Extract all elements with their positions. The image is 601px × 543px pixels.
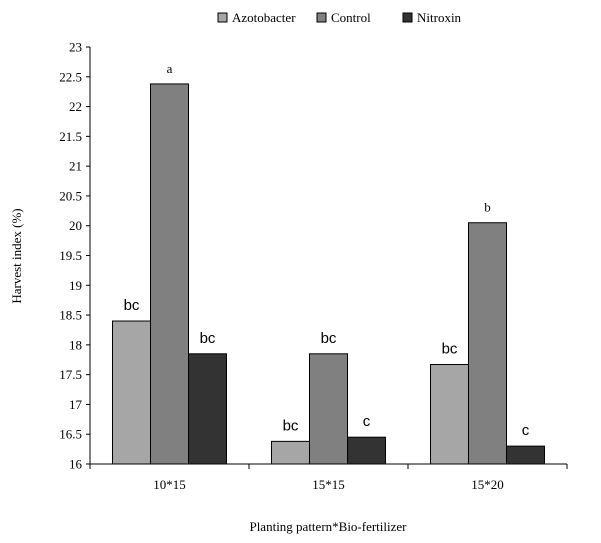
bar [271, 440, 310, 465]
y-tick-label: 17 [69, 397, 83, 412]
bar-significance-label: bc [124, 297, 140, 314]
bar [430, 364, 469, 465]
legend-swatch [316, 12, 327, 23]
bar-significance-label: c [363, 413, 371, 430]
legend-label: Control [331, 10, 371, 25]
bar-significance-label: bc [200, 330, 216, 347]
bar [150, 83, 189, 465]
legend-label: Nitroxin [417, 10, 462, 25]
bar [112, 320, 151, 465]
y-tick-label: 21 [69, 159, 82, 174]
bar-significance-label: c [522, 422, 530, 439]
bar [506, 445, 545, 465]
y-axis-title: Harvest index (%) [9, 208, 24, 303]
bar-significance-label: bc [321, 330, 337, 347]
legend-label: Azotobacter [232, 10, 296, 25]
x-axis-title: Planting pattern*Bio-fertilizer [249, 519, 407, 534]
x-tick-label: 15*20 [471, 477, 504, 492]
bar-significance-label: a [167, 61, 173, 76]
y-tick-label: 21.5 [59, 129, 82, 144]
legend-item: Nitroxin [402, 10, 462, 25]
legend-item: Azotobacter [217, 10, 296, 25]
bar [468, 222, 507, 465]
y-tick-label: 16.5 [59, 427, 82, 442]
bar-significance-label: b [484, 200, 491, 215]
y-tick-label: 23 [69, 40, 82, 55]
y-tick-label: 22.5 [59, 69, 82, 84]
axes: 16 16.5 17 17.5 18 18.5 19 19.5 20 20.5 21 21.5 22 22… [59, 40, 568, 492]
bar [309, 353, 348, 465]
legend-swatch [402, 12, 413, 23]
y-tick-label: 22 [69, 99, 82, 114]
y-tick-label: 20.5 [59, 188, 82, 203]
x-tick-label: 10*15 [153, 477, 186, 492]
legend: Azotobacter Control Nitroxin [217, 10, 462, 25]
legend-swatch [217, 12, 228, 23]
bar [188, 353, 227, 465]
bar-significance-label: bc [283, 417, 299, 434]
plot-area: bc bc bc a bc b bc c c [112, 61, 545, 465]
bar-significance-label: bc [442, 341, 458, 358]
y-tick-label: 18.5 [59, 308, 82, 323]
y-tick-label: 20 [69, 218, 82, 233]
legend-item: Control [316, 10, 371, 25]
y-tick-label: 16 [69, 457, 83, 472]
y-tick-label: 19 [69, 278, 82, 293]
bar [347, 436, 386, 465]
y-tick-label: 17.5 [59, 367, 82, 382]
x-tick-label: 15*15 [312, 477, 345, 492]
y-tick-label: 18 [69, 337, 82, 352]
y-tick-label: 19.5 [59, 248, 82, 263]
